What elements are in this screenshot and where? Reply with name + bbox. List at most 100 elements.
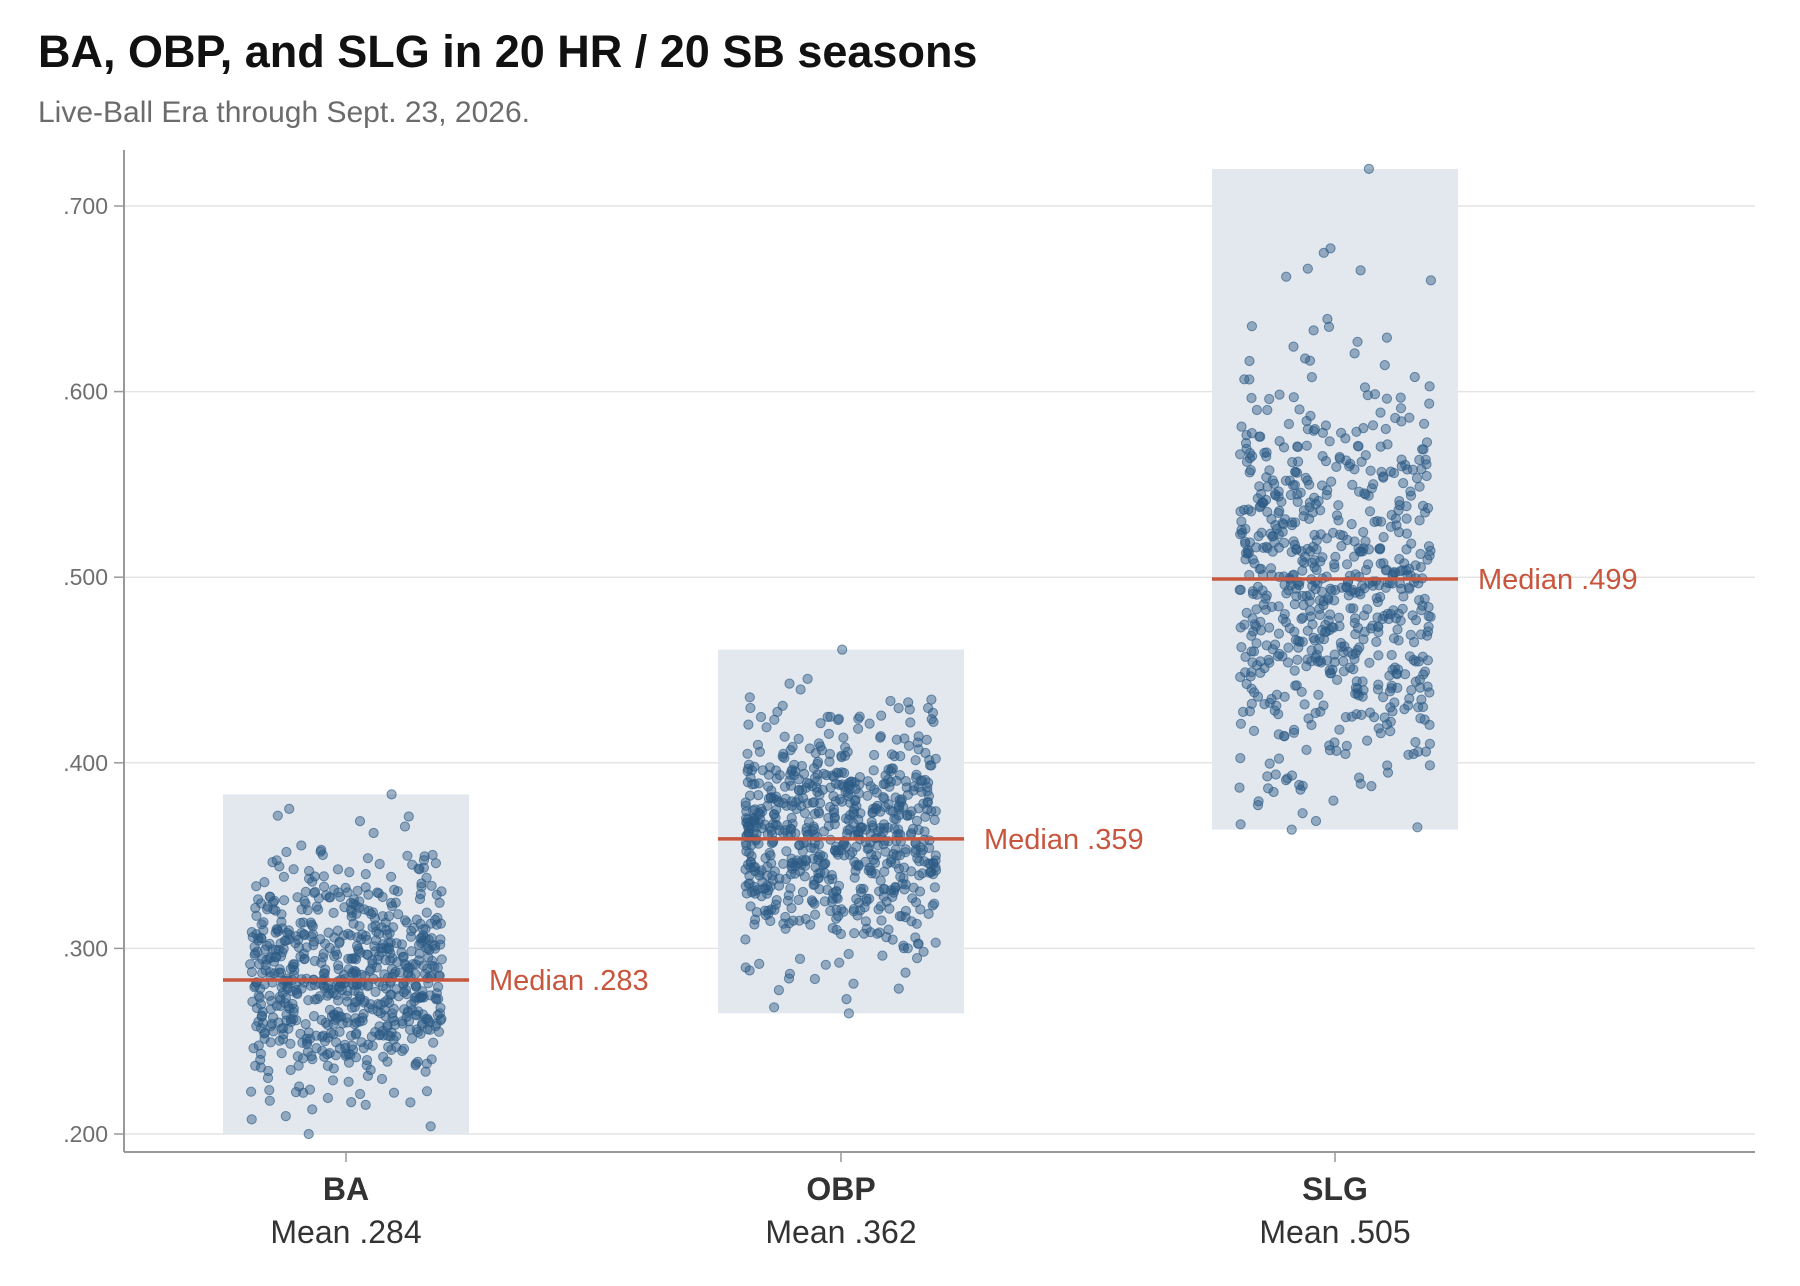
data-point	[1315, 505, 1326, 516]
data-point	[278, 1022, 289, 1034]
data-point	[818, 768, 829, 779]
data-point	[407, 859, 418, 870]
data-point	[766, 858, 777, 869]
data-point	[1301, 440, 1312, 451]
data-point	[289, 959, 300, 970]
data-point	[1270, 520, 1281, 531]
data-point	[382, 1056, 393, 1067]
data-point	[1375, 543, 1386, 554]
data-point	[867, 807, 878, 818]
data-point	[1334, 724, 1345, 735]
data-point	[1385, 726, 1396, 737]
data-point	[1395, 392, 1406, 403]
data-point	[1329, 656, 1340, 668]
data-point	[825, 711, 836, 722]
data-point	[1381, 332, 1393, 343]
data-point	[906, 866, 917, 877]
data-point	[1305, 410, 1316, 421]
data-point	[296, 840, 307, 851]
data-point	[264, 1085, 275, 1096]
data-point	[885, 805, 896, 816]
data-point	[833, 880, 845, 891]
data-point	[1324, 668, 1336, 679]
data-point	[868, 854, 879, 865]
data-point	[388, 1087, 400, 1098]
data-point	[304, 865, 315, 877]
data-point	[1335, 529, 1346, 540]
data-point	[829, 819, 840, 830]
data-point	[315, 846, 326, 857]
data-point	[1292, 496, 1303, 507]
data-point	[351, 1052, 362, 1063]
data-point	[1411, 473, 1423, 484]
data-point	[259, 1033, 270, 1044]
data-point	[406, 1033, 418, 1044]
data-point	[779, 752, 790, 764]
data-point	[802, 673, 813, 685]
data-point	[1421, 470, 1432, 482]
data-point	[1371, 636, 1382, 648]
data-point	[875, 732, 886, 743]
data-point	[864, 718, 875, 729]
data-point	[825, 782, 836, 793]
data-point	[912, 938, 924, 949]
data-point	[794, 866, 806, 877]
data-point	[903, 740, 915, 751]
data-point	[1254, 563, 1265, 575]
data-point	[1235, 718, 1247, 729]
data-point	[346, 1097, 357, 1108]
data-point	[342, 887, 353, 898]
data-point	[746, 851, 757, 862]
data-point	[248, 1043, 259, 1054]
data-point	[1260, 604, 1272, 615]
data-point	[891, 734, 902, 745]
data-point	[910, 755, 921, 766]
data-point	[255, 1062, 266, 1073]
data-point	[1313, 689, 1324, 700]
data-point	[397, 951, 408, 963]
data-point	[432, 912, 443, 924]
data-point	[427, 939, 438, 951]
data-point	[436, 1013, 447, 1025]
data-point	[1396, 461, 1407, 472]
data-point	[1320, 420, 1332, 431]
data-point	[742, 748, 753, 759]
data-point	[1378, 558, 1389, 569]
data-point	[294, 1081, 305, 1092]
data-point	[743, 827, 755, 838]
data-point	[361, 1060, 372, 1071]
data-point	[1349, 348, 1360, 359]
data-point	[259, 877, 270, 888]
data-point	[1324, 740, 1335, 751]
data-point	[928, 716, 939, 728]
data-point	[827, 893, 838, 904]
data-point	[1246, 321, 1258, 332]
data-point	[406, 946, 417, 957]
data-point	[1279, 537, 1290, 549]
data-point	[254, 959, 265, 970]
data-point	[792, 855, 803, 866]
data-point	[879, 823, 890, 834]
data-point	[319, 881, 330, 892]
data-point	[1265, 563, 1277, 574]
data-point	[840, 742, 851, 753]
data-point	[295, 917, 306, 929]
data-point	[1399, 558, 1410, 569]
data-point	[891, 814, 902, 825]
data-point	[388, 1003, 399, 1014]
data-point	[354, 816, 366, 827]
data-point	[911, 918, 922, 929]
data-point	[246, 1086, 257, 1097]
data-point	[1332, 674, 1343, 686]
data-point	[416, 992, 427, 1003]
data-point	[1401, 544, 1412, 555]
data-point	[388, 922, 399, 933]
data-point	[784, 918, 795, 929]
data-point	[1289, 724, 1300, 736]
data-point	[1262, 481, 1273, 492]
data-point	[1424, 760, 1436, 771]
data-point	[1235, 449, 1246, 460]
data-point	[1253, 531, 1264, 542]
y-tick-label: .600	[63, 379, 108, 405]
data-point	[757, 806, 768, 817]
